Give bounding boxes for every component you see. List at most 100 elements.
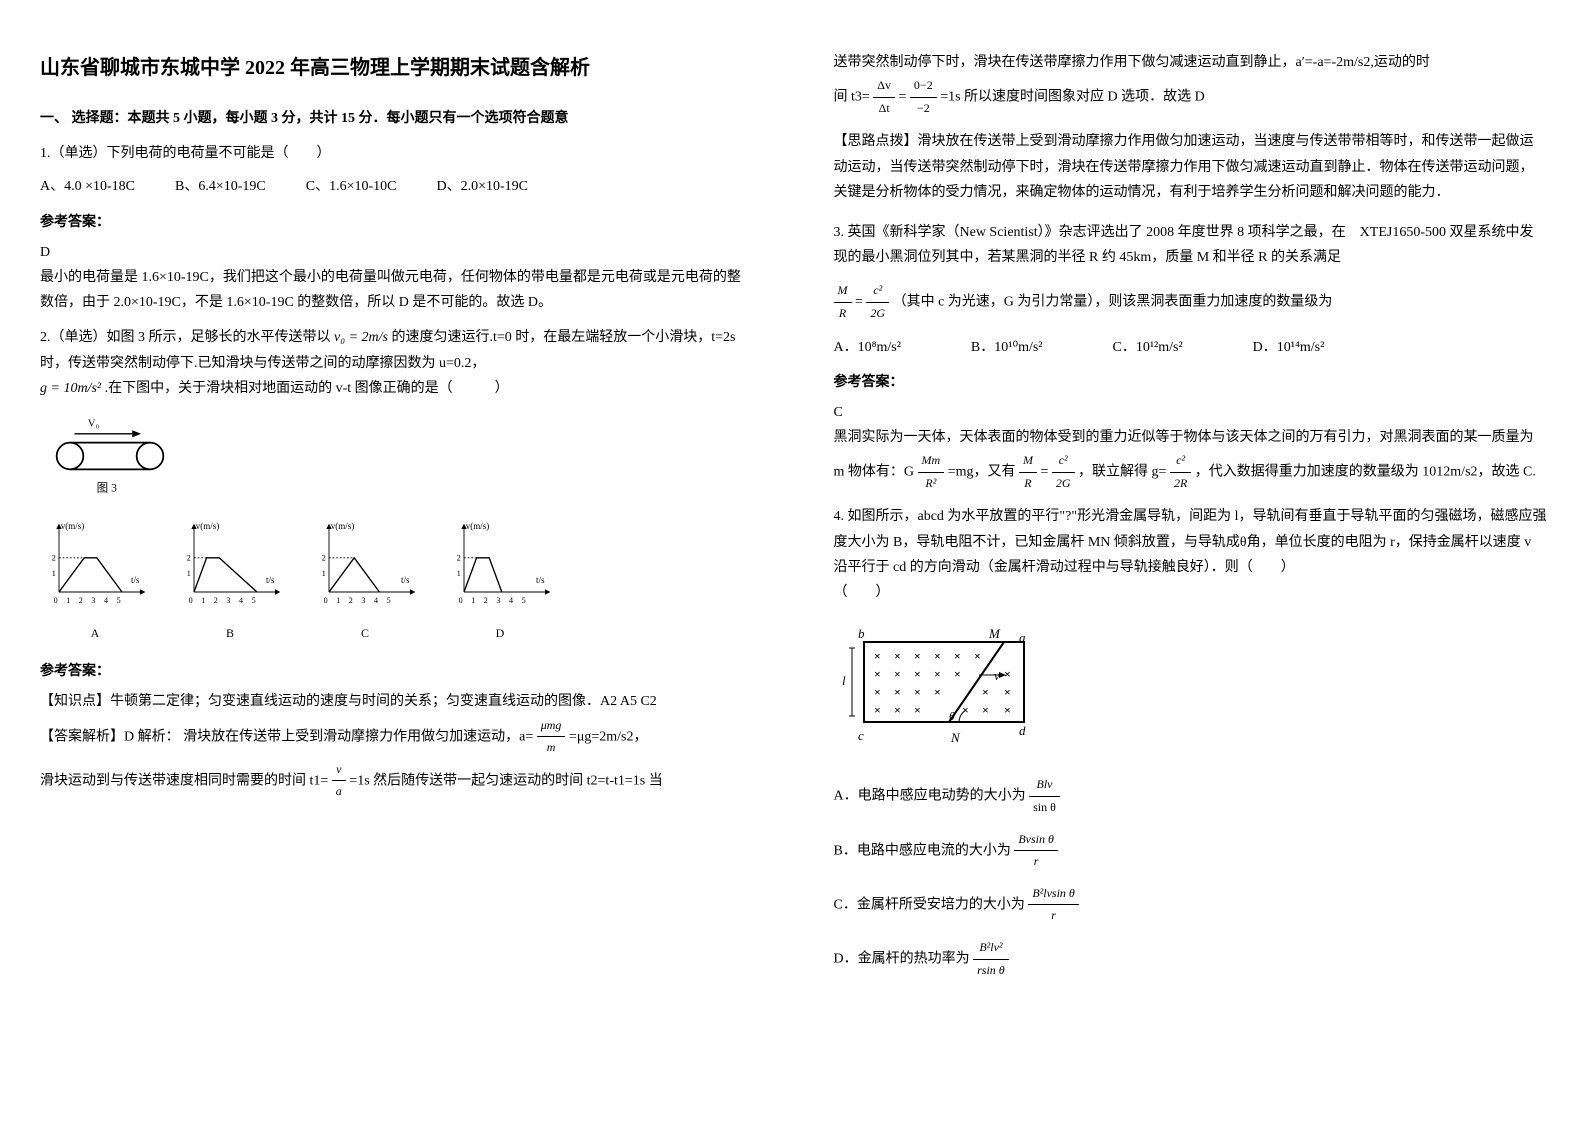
- left-column: 山东省聊城市东城中学 2022 年高三物理上学期期末试题含解析 一、 选择题：本…: [0, 0, 794, 1122]
- q4-opt-d: D．金属杆的热功率为 B²lv² rsin θ: [834, 937, 1548, 981]
- svg-text:v(m/s): v(m/s): [331, 521, 355, 531]
- q2-g: g = 10m/s²: [40, 381, 101, 396]
- fa-den: sin θ: [1029, 797, 1060, 819]
- frac-c2-2G-2: c² 2G: [1052, 450, 1075, 494]
- q2-stem-line2: g = 10m/s² .在下图中，关于滑块相对地面运动的 v-t 图像正确的是（…: [40, 376, 754, 401]
- frac-dv-dt: Δv Δt: [873, 75, 895, 119]
- svg-text:×: ×: [962, 703, 969, 717]
- svg-text:3: 3: [91, 596, 95, 605]
- svg-text:×: ×: [894, 685, 901, 699]
- q3-options: A．10⁸m/s² B．10¹⁰m/s² C．10¹²m/s² D．10¹⁴m/…: [834, 335, 1548, 360]
- cont-2: 间 t3=: [834, 90, 870, 105]
- q4-stem: 4. 如图所示，abcd 为水平放置的平行"?"形光滑金属导轨，间距为 l，导轨…: [834, 504, 1548, 580]
- rail-diagram: b M a l v θ c N d ×××××× ××××××: [834, 620, 1064, 750]
- svg-text:t/s: t/s: [536, 575, 545, 585]
- fc-num: B²lvsin θ: [1028, 883, 1079, 906]
- svg-text:1: 1: [457, 569, 461, 578]
- svg-text:3: 3: [496, 596, 500, 605]
- frac-Mm-R2: Mm R²: [918, 450, 945, 494]
- svg-text:4: 4: [239, 596, 243, 605]
- q3-exp-2: =mg，又有: [948, 465, 1016, 480]
- belt-vo-label: V₀: [88, 419, 100, 430]
- fa-num: Blv: [1029, 774, 1060, 797]
- fb-num: Bvsin θ: [1014, 829, 1058, 852]
- q2-answer-label: 参考答案：: [40, 659, 754, 684]
- q3-answer: C: [834, 400, 1548, 425]
- svg-text:5: 5: [522, 596, 526, 605]
- circuit-figure: b M a l v θ c N d ×××××× ××××××: [834, 620, 1548, 759]
- svg-text:×: ×: [914, 703, 921, 717]
- frac-umg-m: μmg m: [537, 715, 566, 759]
- svg-text:1: 1: [471, 596, 475, 605]
- q2-solution-line2: 滑块运动到与传送带速度相同时需要的时间 t1= v a =1s 然后随传送带一起…: [40, 759, 754, 803]
- q2-stem-part3: .在下图中，关于滑块相对地面运动的 v-t 图像正确的是（ ）: [105, 381, 509, 396]
- section-1-header: 一、 选择题：本题共 5 小题，每小题 3 分，共计 15 分．每小题只有一个选…: [40, 106, 754, 131]
- svg-text:×: ×: [934, 667, 941, 681]
- svg-text:l: l: [842, 673, 846, 688]
- svg-text:t/s: t/s: [131, 575, 140, 585]
- graph-c-label: C: [310, 623, 420, 645]
- svg-text:×: ×: [954, 667, 961, 681]
- frac-M-R-2: M R: [1019, 450, 1037, 494]
- eq-sign-2: =: [855, 295, 866, 310]
- q3-exp-3: ，联立解得 g=: [1078, 465, 1166, 480]
- svg-text:×: ×: [974, 649, 981, 663]
- q1-opt-c: C、1.6×10-10C: [306, 174, 397, 199]
- question-4: 4. 如图所示，abcd 为水平放置的平行"?"形光滑金属导轨，间距为 l，导轨…: [834, 504, 1548, 981]
- svg-text:×: ×: [914, 667, 921, 681]
- fc-den: r: [1028, 905, 1079, 927]
- svg-text:b: b: [858, 626, 865, 641]
- q3-opt-c: C．10¹²m/s²: [1113, 335, 1183, 360]
- q4-opt-b: B．电路中感应电流的大小为 Bvsin θ r: [834, 829, 1548, 873]
- f-rhs-den: 2G: [866, 303, 889, 325]
- svg-text:1: 1: [336, 596, 340, 605]
- frac-v-a: v a: [332, 759, 346, 803]
- frac-c: B²lvsin θ r: [1028, 883, 1079, 927]
- svg-text:×: ×: [934, 649, 941, 663]
- svg-text:v(m/s): v(m/s): [466, 521, 490, 531]
- cont-1: 送带突然制动停下时，滑块在传送带摩擦力作用下做匀减速运动直到静止，a′=-a=-…: [834, 50, 1548, 75]
- svg-text:t/s: t/s: [266, 575, 275, 585]
- q3-explanation: 黑洞实际为一天体，天体表面的物体受到的重力近似等于物体与该天体之间的万有引力，对…: [834, 425, 1548, 494]
- q3-opt-a: A．10⁸m/s²: [834, 335, 901, 360]
- svg-text:2: 2: [322, 554, 326, 563]
- q1-opt-d: D、2.0×10-19C: [436, 174, 528, 199]
- q4-optb-text: B．电路中感应电流的大小为: [834, 843, 1011, 858]
- svg-text:0: 0: [459, 596, 463, 605]
- f-lhs-num: M: [834, 280, 852, 303]
- graph-d: v(m/s) t/s 2 1 0 1 2 3 4 5 D: [445, 520, 555, 644]
- tips: 【思路点拨】滑块放在传送带上受到滑动摩擦力作用做匀加速运动，当速度与传送带带相等…: [834, 129, 1548, 205]
- question-3: 3. 英国《新科学家（New Scientist）》杂志评选出了 2008 年度…: [834, 220, 1548, 495]
- fb-den: r: [1014, 851, 1058, 873]
- svg-text:×: ×: [982, 703, 989, 717]
- eq-sign: =: [899, 90, 910, 105]
- svg-text:2: 2: [79, 596, 83, 605]
- frac-a: Blv sin θ: [1029, 774, 1060, 818]
- svg-text:2: 2: [349, 596, 353, 605]
- belt-caption: 图 3: [97, 481, 117, 494]
- svg-text:5: 5: [117, 596, 121, 605]
- svg-text:×: ×: [934, 685, 941, 699]
- graph-a: v(m/s) t/s 2 1 0 1 2 3 4 5 A: [40, 520, 150, 644]
- svg-text:1: 1: [322, 569, 326, 578]
- frac-b: Bvsin θ r: [1014, 829, 1058, 873]
- svg-text:×: ×: [1004, 685, 1011, 699]
- svg-text:c: c: [858, 728, 864, 743]
- svg-text:N: N: [950, 730, 961, 745]
- frac-c2-2G: c² 2G: [866, 280, 889, 324]
- q2-sol-3: 滑块运动到与传送带速度相同时需要的时间 t1=: [40, 773, 328, 788]
- graph-b: v(m/s) t/s 2 1 0 1 2 3 4 5 B: [175, 520, 285, 644]
- svg-text:d: d: [1019, 723, 1026, 738]
- svg-text:v(m/s): v(m/s): [196, 521, 220, 531]
- svg-text:×: ×: [894, 667, 901, 681]
- document-title: 山东省聊城市东城中学 2022 年高三物理上学期期末试题含解析: [40, 50, 754, 86]
- q3-opt-d: D．10¹⁴m/s²: [1253, 335, 1325, 360]
- svg-text:1: 1: [201, 596, 205, 605]
- svg-text:×: ×: [874, 667, 881, 681]
- graph-a-label: A: [40, 623, 150, 645]
- svg-text:2: 2: [187, 554, 191, 563]
- svg-text:×: ×: [874, 703, 881, 717]
- svg-text:5: 5: [252, 596, 256, 605]
- f-lhs-den: R: [834, 303, 852, 325]
- q3-exp-4: ，代入数据得重力加速度的数量级为 1012m/s2，故选 C.: [1195, 465, 1536, 480]
